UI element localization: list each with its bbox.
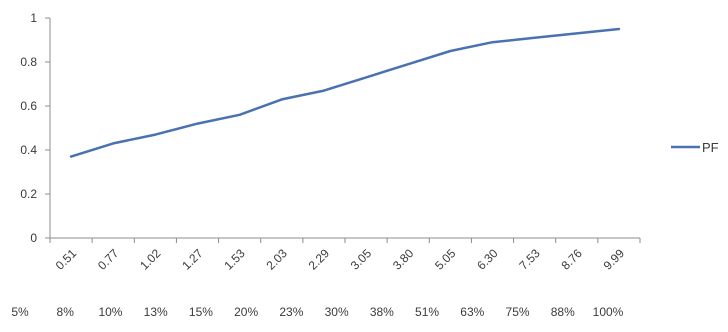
y-tick-label: 0.2 (20, 187, 37, 201)
percent-label: 38% (370, 305, 394, 319)
percent-label: 5% (11, 305, 29, 319)
y-tick-label: 0 (30, 231, 37, 245)
x-tick-label: 7.53 (516, 246, 543, 273)
x-tick-label: 1.27 (179, 246, 206, 273)
percent-label: 51% (415, 305, 439, 319)
x-tick-label: 5.05 (432, 246, 459, 273)
percent-label: 15% (189, 305, 213, 319)
x-tick-label: 3.05 (348, 246, 375, 273)
percent-labels: 5% 8% 10% 13% 15% 20% 23% 30% 38% 51% 63% 75% 88% 100… (11, 305, 623, 319)
x-tick-label: 0.77 (95, 246, 122, 273)
legend-label: PF (702, 140, 719, 155)
percent-label: 100% (593, 305, 624, 319)
x-tick-label: 1.53 (221, 246, 248, 273)
y-tick-label: 1 (30, 11, 37, 25)
x-tick-label: 8.76 (558, 246, 585, 273)
y-tick-label: 0.4 (20, 143, 37, 157)
percent-label: 13% (144, 305, 168, 319)
y-tick-label: 0.6 (20, 99, 37, 113)
percent-label: 20% (234, 305, 258, 319)
series-lines (71, 29, 619, 157)
series-line-pf (71, 29, 619, 157)
x-tick-label: 1.02 (137, 246, 164, 273)
percent-label: 30% (325, 305, 349, 319)
percent-label: 10% (98, 305, 122, 319)
x-tick-label: 2.29 (306, 246, 333, 273)
axes (45, 18, 640, 243)
percent-label: 63% (460, 305, 484, 319)
legend: PF (671, 140, 719, 155)
percent-label: 8% (57, 305, 75, 319)
x-tick-label: 0.51 (53, 246, 80, 273)
x-tick-label: 3.80 (390, 246, 417, 273)
percent-label: 88% (551, 305, 575, 319)
y-tick-label: 0.8 (20, 55, 37, 69)
x-tick-label: 6.30 (474, 246, 501, 273)
x-tick-labels: 0.51 0.77 1.02 1.27 1.53 2.03 2.29 3.05 3.80 5.05… (53, 246, 628, 273)
percent-label: 75% (506, 305, 530, 319)
percent-label: 23% (279, 305, 303, 319)
x-tick-label: 9.99 (601, 246, 628, 273)
x-tick-label: 2.03 (263, 246, 290, 273)
y-tick-labels: 0 0.2 0.4 0.6 0.8 1 (20, 11, 37, 245)
